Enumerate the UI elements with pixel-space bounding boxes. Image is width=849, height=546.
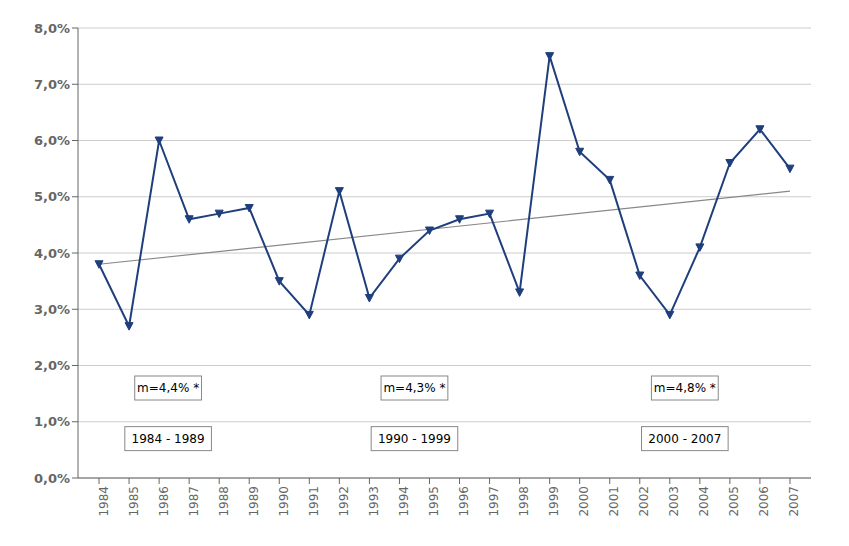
svg-text:1984 - 1989: 1984 - 1989 — [132, 432, 205, 446]
svg-text:5,0%: 5,0% — [34, 189, 70, 204]
svg-text:m=4,3% *: m=4,3% * — [383, 381, 445, 395]
svg-text:2007: 2007 — [787, 486, 801, 517]
svg-text:2,0%: 2,0% — [34, 358, 70, 373]
svg-text:1994: 1994 — [397, 486, 411, 517]
svg-text:1986: 1986 — [157, 486, 171, 517]
svg-text:1995: 1995 — [427, 486, 441, 517]
svg-text:8,0%: 8,0% — [34, 21, 70, 36]
svg-text:2000: 2000 — [577, 486, 591, 517]
svg-text:2004: 2004 — [697, 486, 711, 517]
svg-text:1991: 1991 — [307, 486, 321, 517]
svg-text:m=4,8% *: m=4,8% * — [654, 381, 716, 395]
svg-text:1998: 1998 — [517, 486, 531, 517]
svg-text:1984: 1984 — [97, 486, 111, 517]
svg-text:7,0%: 7,0% — [34, 77, 70, 92]
svg-text:1989: 1989 — [247, 486, 261, 517]
svg-text:1987: 1987 — [187, 486, 201, 517]
svg-text:2000 - 2007: 2000 - 2007 — [648, 432, 721, 446]
svg-text:4,0%: 4,0% — [34, 246, 70, 261]
svg-text:1985: 1985 — [127, 486, 141, 517]
svg-text:1990: 1990 — [277, 486, 291, 517]
svg-text:2005: 2005 — [727, 486, 741, 517]
svg-text:1988: 1988 — [217, 486, 231, 517]
svg-text:0,0%: 0,0% — [34, 471, 70, 486]
svg-text:3,0%: 3,0% — [34, 302, 70, 317]
svg-text:1993: 1993 — [367, 486, 381, 517]
svg-text:1990 - 1999: 1990 - 1999 — [378, 432, 451, 446]
svg-text:1999: 1999 — [547, 486, 561, 517]
svg-text:2006: 2006 — [757, 486, 771, 517]
svg-text:1996: 1996 — [457, 486, 471, 517]
svg-text:2002: 2002 — [637, 486, 651, 517]
svg-text:m=4,4% *: m=4,4% * — [137, 381, 199, 395]
svg-text:6,0%: 6,0% — [34, 133, 70, 148]
svg-text:1992: 1992 — [337, 486, 351, 517]
svg-text:1,0%: 1,0% — [34, 414, 70, 429]
svg-text:2003: 2003 — [667, 486, 681, 517]
svg-text:2001: 2001 — [607, 486, 621, 517]
svg-text:1997: 1997 — [487, 486, 501, 517]
